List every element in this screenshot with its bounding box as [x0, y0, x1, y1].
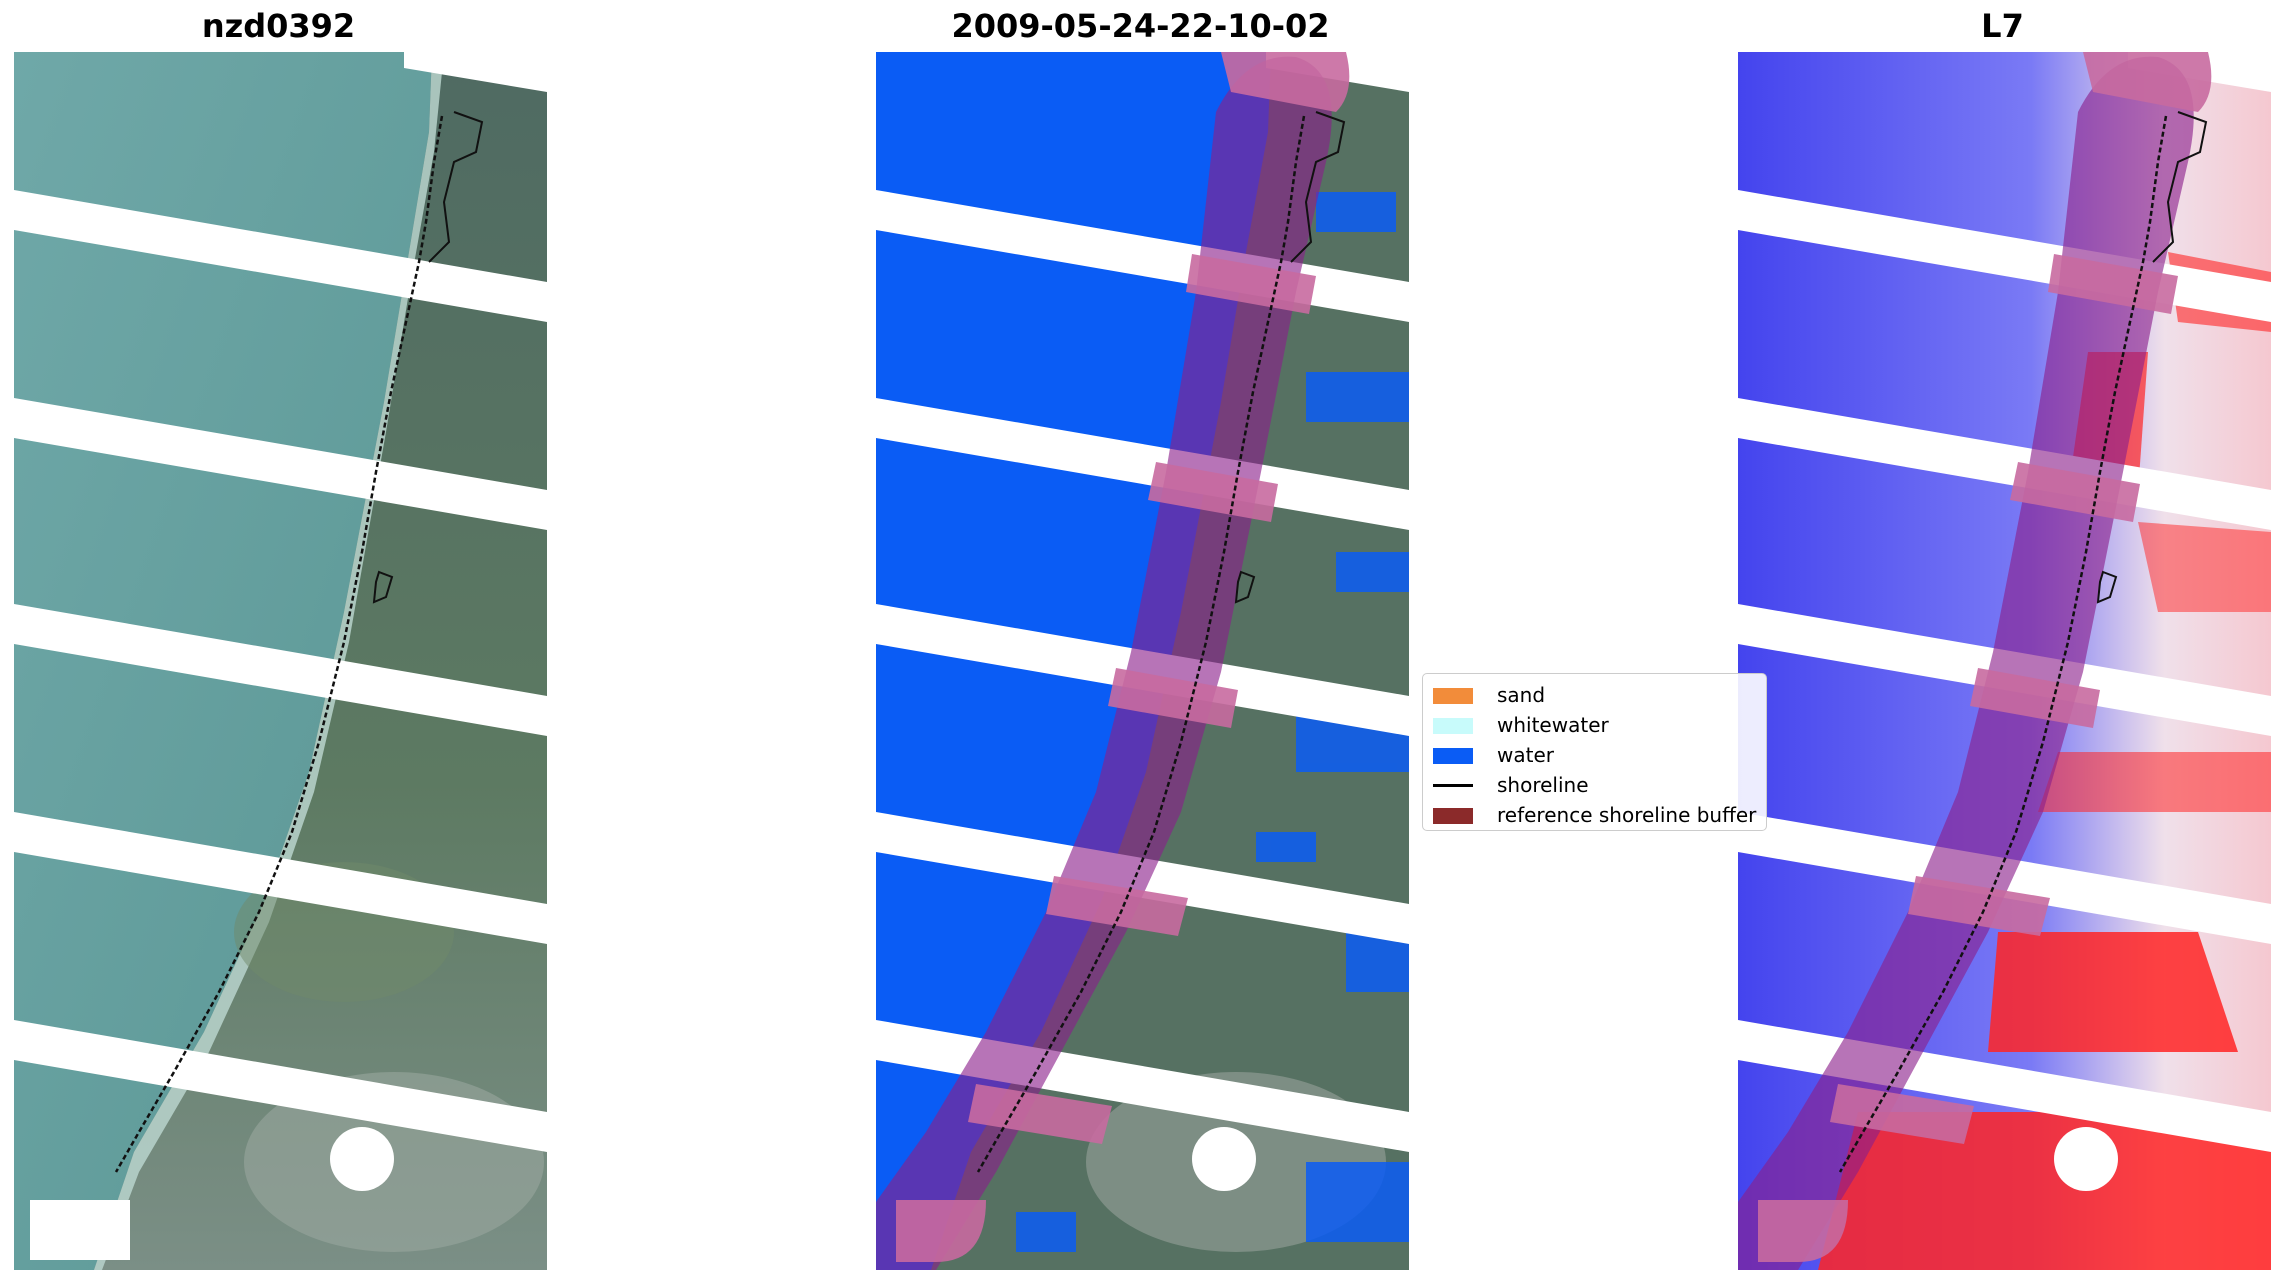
cloud-mask [330, 1127, 394, 1191]
legend: sand whitewater water shoreline referenc… [1422, 673, 1767, 831]
legend-swatch-whitewater [1433, 718, 1473, 734]
cloud-mask [30, 1200, 130, 1260]
shoreline-contour [114, 115, 444, 1173]
legend-line-shoreline [1433, 784, 1473, 787]
legend-label-sand: sand [1497, 683, 1546, 707]
index-image [1738, 52, 2271, 1270]
buffer-gap-bands [1758, 52, 2212, 1262]
legend-label-whitewater: whitewater [1497, 713, 1609, 737]
legend-label-shoreline: shoreline [1497, 773, 1589, 797]
shoreline-inland-contour [2096, 570, 2118, 604]
shoreline-inland-contour [372, 570, 394, 604]
shoreline-contour [976, 115, 1306, 1173]
classification-image [876, 52, 1409, 1270]
legend-item-sand: sand [1433, 680, 1766, 710]
cloud-mask [1192, 1127, 1256, 1191]
legend-swatch-water [1433, 748, 1473, 764]
legend-label-water: water [1497, 743, 1554, 767]
shoreline-inland-contour [1290, 111, 1346, 263]
scan-line-gaps [14, 52, 547, 1152]
cloud-mask [2054, 1127, 2118, 1191]
index-panel [1738, 52, 2271, 1270]
panel-title-classification: 2009-05-24-22-10-02 [951, 7, 1330, 45]
legend-swatch-reference-buffer [1433, 808, 1473, 824]
shoreline-inland-contour [428, 111, 484, 263]
panel-title-rgb: nzd0392 [201, 7, 356, 45]
legend-label-reference-buffer: reference shoreline buffer [1497, 803, 1757, 827]
buffer-gap-bands [896, 52, 1350, 1262]
reference-shoreline-buffer [1738, 56, 2194, 1270]
legend-item-whitewater: whitewater [1433, 710, 1766, 740]
reference-shoreline-buffer [876, 56, 1332, 1270]
legend-item-reference-buffer: reference shoreline buffer [1433, 800, 1766, 830]
shoreline-inland-contour [1234, 570, 1256, 604]
classification-panel [876, 52, 1409, 1270]
rgb-image-panel [14, 52, 547, 1270]
panel-title-index: L7 [1981, 7, 2024, 45]
legend-item-shoreline: shoreline [1433, 770, 1766, 800]
legend-item-water: water [1433, 740, 1766, 770]
legend-swatch-sand [1433, 688, 1473, 704]
water-class-speckles [1016, 192, 1409, 1252]
shoreline-inland-contour [2152, 111, 2208, 263]
rgb-image [14, 52, 547, 1270]
shoreline-contour [1838, 115, 2168, 1173]
